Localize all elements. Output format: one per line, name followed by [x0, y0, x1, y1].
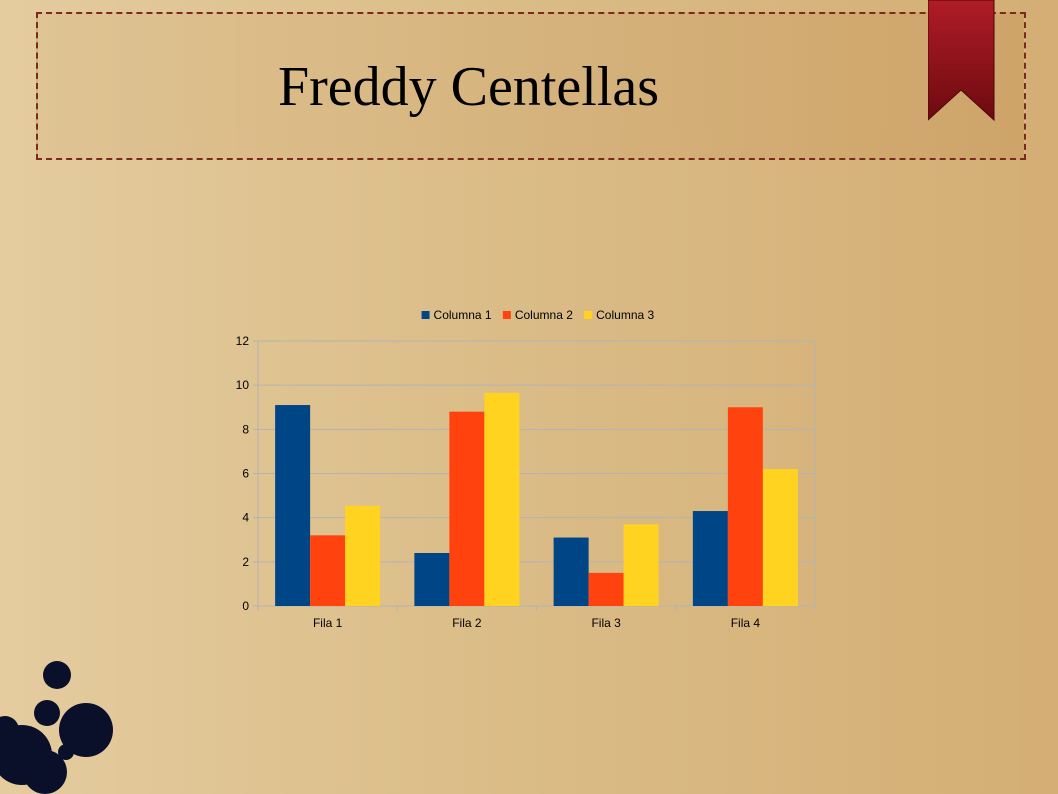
x-tick-label: Fila 3 [591, 616, 621, 630]
ink-splatter-icon [0, 661, 113, 794]
y-tick-label: 8 [242, 422, 249, 436]
legend-swatch [502, 311, 511, 319]
slide-title: Freddy Centellas [278, 56, 660, 118]
bar [692, 511, 728, 606]
bar [345, 505, 381, 606]
bar [553, 537, 589, 606]
x-tick-label: Fila 2 [452, 616, 482, 630]
bar [623, 524, 659, 606]
bar [588, 572, 624, 606]
y-tick-label: 6 [242, 467, 249, 481]
x-tick-label: Fila 1 [313, 616, 343, 630]
bar [762, 469, 798, 606]
bar [275, 405, 311, 606]
title-frame [36, 12, 1026, 160]
y-tick-label: 4 [242, 511, 249, 525]
y-tick-label: 10 [236, 378, 250, 392]
y-tick-label: 0 [242, 599, 249, 613]
y-tick-label: 2 [242, 555, 249, 569]
bar [449, 411, 485, 606]
bar [310, 535, 346, 606]
bar [414, 553, 450, 606]
bookmark-ribbon-icon [928, 0, 995, 122]
legend-swatch [421, 311, 430, 319]
x-tick-label: Fila 4 [731, 616, 761, 630]
bar [727, 407, 763, 606]
legend-label: Columna 2 [515, 308, 573, 322]
bar [484, 392, 520, 606]
legend-label: Columna 1 [434, 308, 492, 322]
y-tick-label: 12 [236, 334, 250, 348]
legend-swatch [584, 311, 593, 319]
legend-label: Columna 3 [596, 308, 654, 322]
